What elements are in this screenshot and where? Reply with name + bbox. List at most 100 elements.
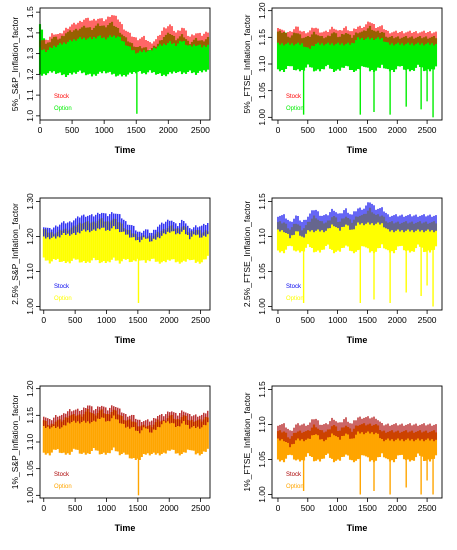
x-tick-label: 500	[68, 503, 82, 513]
y-axis-label: 2.5%_S&P_Inflation_factor	[10, 203, 20, 305]
plot-frame	[39, 7, 211, 121]
legend: Stock Option	[286, 284, 304, 302]
x-tick-label: 0	[41, 503, 46, 513]
x-tick-label: 1500	[128, 503, 147, 513]
y-tick-label: 1.10	[25, 433, 35, 450]
series-stock	[277, 21, 437, 49]
y-tick-label: 1.10	[25, 263, 35, 280]
legend: Stock Option	[286, 472, 304, 490]
chart-panel-1pct-sp: 0 500 1000 1500 2000 2500 Time 1.00 1.05 1.10 1.15…	[10, 380, 211, 533]
series-stock	[39, 15, 209, 54]
y-tick-label: 1.20	[25, 380, 35, 397]
y-tick-label: 1.20	[25, 228, 35, 245]
series-stock	[43, 212, 209, 243]
chart-panel-5pct-sp: 0 500 1000 1500 2000 2500 Time 1.0 1.1 1.2 1.3 1.4 1…	[10, 6, 211, 155]
x-tick-label: 2000	[160, 503, 179, 513]
x-tick-label: 0	[41, 315, 46, 325]
x-tick-label: 2500	[191, 125, 210, 135]
legend: Stock Option	[54, 472, 72, 490]
y-tick-label: 1.4	[25, 27, 35, 39]
y-tick-label: 1.05	[25, 460, 35, 477]
plot-frame	[39, 197, 211, 311]
series-stock	[277, 416, 437, 448]
x-axis-label: Time	[347, 335, 368, 345]
x-tick-label: 2000	[388, 503, 407, 513]
x-tick-label: 2000	[388, 315, 407, 325]
legend-entry-stock: Stock	[286, 472, 302, 478]
y-tick-label: 1.00	[25, 298, 35, 315]
y-tick-label: 1.2	[25, 68, 35, 80]
legend-entry-option: Option	[54, 484, 72, 490]
legend-entry-stock: Stock	[54, 94, 70, 100]
y-tick-label: 1.05	[257, 451, 267, 468]
y-tick-label: 1.15	[257, 381, 267, 398]
legend-entry-stock: Stock	[54, 472, 70, 478]
x-tick-label: 1500	[358, 503, 377, 513]
y-axis-label: 2.5%_FTSE_Inflation_factor	[242, 201, 252, 307]
x-tick-label: 2500	[191, 503, 210, 513]
chart-panel-1pct-ftse: 0 500 1000 1500 2000 2500 Time 1.00 1.05 1.10 1.15…	[242, 381, 443, 533]
x-tick-label: 1000	[328, 125, 347, 135]
chart-panel-5pct-ftse: 0 500 1000 1500 2000 2500 Time 1.00 1.05 1.10 1.15…	[242, 2, 443, 155]
plot-frame	[271, 197, 443, 311]
x-tick-label: 500	[68, 315, 82, 325]
x-tick-label: 2500	[191, 315, 210, 325]
y-tick-label: 1.3	[25, 47, 35, 59]
x-tick-label: 1500	[128, 315, 147, 325]
legend-entry-option: Option	[286, 484, 304, 490]
y-tick-label: 1.20	[257, 2, 267, 19]
x-tick-label: 500	[65, 125, 79, 135]
legend-entry-stock: Stock	[286, 284, 302, 290]
series-stock	[277, 202, 437, 239]
x-tick-label: 1500	[358, 315, 377, 325]
legend-entry-option: Option	[286, 296, 304, 302]
x-tick-label: 0	[276, 503, 281, 513]
x-tick-label: 2500	[418, 315, 437, 325]
x-tick-label: 0	[38, 125, 43, 135]
x-tick-label: 1000	[97, 315, 116, 325]
x-axis-label: Time	[347, 523, 368, 533]
y-tick-label: 1.10	[257, 55, 267, 72]
legend-entry-option: Option	[54, 106, 72, 112]
legend-entry-option: Option	[286, 106, 304, 112]
x-tick-label: 500	[301, 503, 315, 513]
x-tick-label: 2500	[418, 125, 437, 135]
y-tick-label: 1.30	[25, 193, 35, 210]
y-tick-label: 1.00	[257, 486, 267, 503]
x-tick-label: 1500	[358, 125, 377, 135]
y-tick-label: 1.15	[257, 29, 267, 46]
y-tick-label: 1.15	[25, 407, 35, 424]
x-tick-label: 1500	[127, 125, 146, 135]
x-tick-label: 0	[276, 125, 281, 135]
x-tick-label: 2500	[418, 503, 437, 513]
x-axis-label: Time	[115, 335, 136, 345]
x-tick-label: 1000	[328, 315, 347, 325]
x-tick-label: 1000	[95, 125, 114, 135]
x-tick-label: 2000	[160, 315, 179, 325]
y-tick-label: 1.1	[25, 89, 35, 101]
y-tick-label: 1.00	[25, 487, 35, 504]
x-axis-label: Time	[115, 145, 136, 155]
y-axis-label: 5%_S&P_Inflation_factor	[10, 17, 20, 112]
x-tick-label: 1000	[328, 503, 347, 513]
legend: Stock Option	[54, 94, 72, 112]
y-axis-label: 1%_FTSE_Inflation_factor	[242, 392, 252, 491]
chart-panel-2-5pct-ftse: 0 500 1000 1500 2000 2500 Time 1.00 1.05 1.10 1.15…	[242, 193, 443, 345]
x-tick-label: 2000	[159, 125, 178, 135]
x-axis-label: Time	[347, 145, 368, 155]
y-tick-label: 1.00	[257, 109, 267, 126]
y-tick-label: 1.00	[257, 298, 267, 315]
legend: Stock Option	[286, 94, 304, 112]
y-axis-label: 1%_S&P_Inflation_factor	[10, 395, 20, 490]
x-tick-label: 1000	[97, 503, 116, 513]
x-tick-label: 500	[301, 315, 315, 325]
x-tick-label: 2000	[388, 125, 407, 135]
series-stock	[43, 405, 209, 434]
y-tick-label: 1.0	[25, 110, 35, 122]
x-axis-label: Time	[115, 523, 136, 533]
legend-entry-option: Option	[54, 296, 72, 302]
y-tick-label: 1.10	[257, 416, 267, 433]
legend: Stock Option	[54, 284, 72, 302]
y-tick-label: 1.10	[257, 228, 267, 245]
